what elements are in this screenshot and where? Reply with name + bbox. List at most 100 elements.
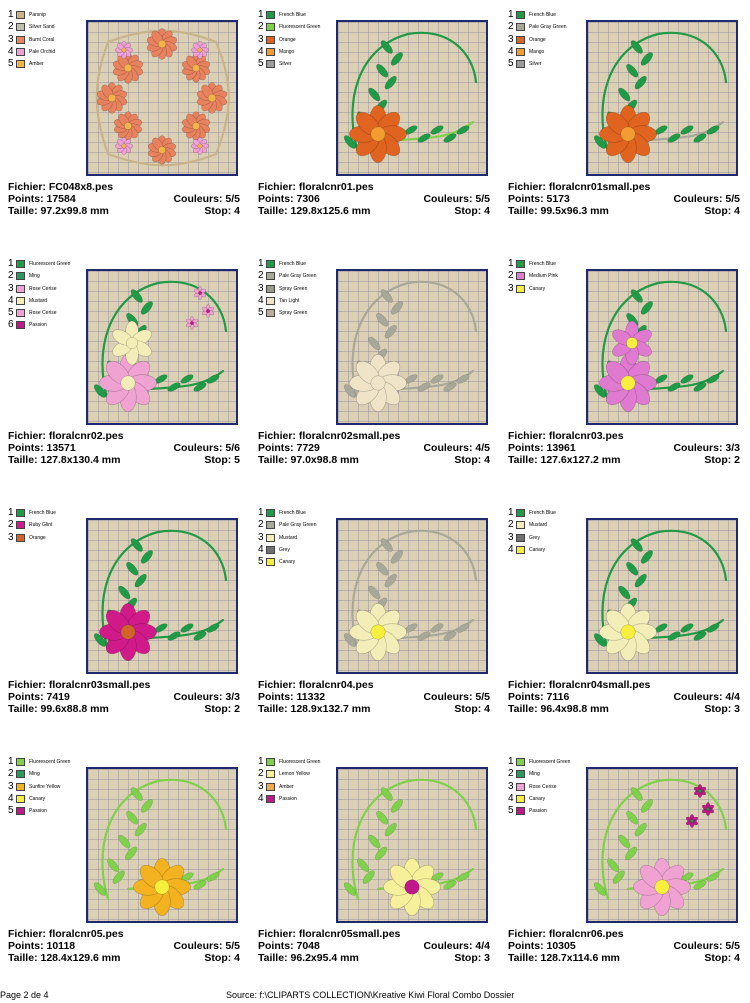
leaf-motif [634, 573, 647, 588]
leaf-motif [456, 872, 470, 882]
leaf-motif [93, 882, 107, 896]
size-label: Taille: [258, 205, 291, 217]
color-swatch [16, 260, 25, 268]
thread-name: Rose Cerise [29, 285, 57, 292]
leaf-motif [362, 870, 375, 884]
leaf-motif [593, 882, 607, 896]
leaf-motif [343, 633, 357, 647]
source-path: Source: f:\CLIPARTS COLLECTION\Kreative … [226, 990, 515, 1000]
color-swatch [16, 807, 25, 816]
thread-number: 3 [508, 780, 514, 792]
leaf-motif [384, 75, 397, 90]
stop-value: 5 [234, 454, 240, 466]
thread-number: 1 [258, 756, 264, 767]
colors-label: Couleurs: [673, 940, 726, 952]
leaf-motif [193, 631, 207, 641]
color-swatch [16, 309, 25, 318]
vine-motif [601, 280, 728, 403]
leaf-motif [130, 289, 143, 303]
size-value: 127.8x130.4 mm [40, 454, 121, 466]
leaf-motif [456, 125, 470, 135]
thread-color-item: 3 Mustard [258, 531, 336, 543]
points-value: 7419 [46, 691, 70, 703]
size-value: 127.6x127.2 mm [540, 454, 621, 466]
design-info: Fichier: floralcnr02.pes Points: 13571 Cou… [8, 430, 240, 466]
color-swatch [266, 770, 275, 779]
design-info: Fichier: floralcnr04.pes Points: 11332 Cou… [258, 679, 490, 715]
thread-color-item: 3 Spray Green [258, 283, 336, 294]
thread-number: 1 [8, 507, 14, 518]
colors-label: Couleurs: [673, 691, 726, 703]
thread-number: 3 [258, 531, 264, 543]
embroidery-artwork [95, 28, 230, 167]
leaf-motif [706, 374, 720, 384]
points-label: Points: [258, 442, 297, 454]
size-label: Taille: [508, 952, 541, 964]
thread-name: Pale Gray Green [279, 273, 317, 280]
file-name: floralcnr02small.pes [298, 430, 401, 442]
leaf-motif [380, 538, 393, 552]
design-info: Fichier: floralcnr06.pes Points: 10305 Cou… [508, 928, 740, 964]
color-swatch [266, 35, 275, 44]
thread-name: French Blue [529, 510, 556, 516]
thread-color-item: 4 Canary [508, 793, 586, 804]
file-name: floralcnr03small.pes [48, 679, 151, 691]
leaf-motif [417, 631, 431, 641]
leaf-motif [390, 301, 403, 315]
flower-motif [114, 40, 134, 60]
colors-value: 5/6 [225, 442, 240, 454]
leaf-motif [443, 631, 457, 641]
color-swatch [16, 509, 25, 517]
file-label: Fichier: [508, 928, 549, 940]
size-value: 128.4x129.6 mm [40, 952, 121, 964]
embroidery-artwork [93, 529, 228, 661]
leaf-motif [593, 633, 607, 647]
thread-number: 2 [258, 768, 264, 780]
color-swatch [16, 296, 25, 305]
thread-color-item: 4 Canary [508, 544, 586, 555]
points-value: 7729 [296, 442, 320, 454]
flower-motif [181, 111, 211, 141]
color-swatch [266, 309, 275, 318]
leaf-motif [618, 87, 631, 102]
color-swatch [516, 521, 525, 530]
thread-color-legend: 1 French Blue 2 Medium Pink 3 Canary [508, 259, 586, 296]
color-swatch [516, 770, 525, 779]
points-value: 13961 [546, 442, 576, 454]
leaf-motif [134, 573, 147, 588]
points-value: 10305 [546, 940, 576, 952]
colors-label: Couleurs: [173, 691, 226, 703]
flower-motif [599, 603, 657, 661]
file-name: floralcnr01.pes [298, 181, 374, 193]
leaf-motif [630, 40, 643, 54]
size-label: Taille: [508, 454, 541, 466]
embroidery-preview [586, 20, 738, 176]
vine-motif [351, 529, 478, 652]
colors-value: 3/3 [725, 442, 740, 454]
thread-color-item: 1 French Blue [508, 10, 586, 20]
vine-motif [351, 778, 478, 901]
embroidery-preview [586, 767, 738, 923]
design-card: 1 Fluorescent Green 2 Ming 3 Rose Cerise 4 Must… [8, 259, 248, 504]
stop-value: 4 [734, 952, 740, 964]
color-swatch [516, 60, 525, 69]
flower-motif [701, 802, 715, 816]
design-info: Fichier: floralcnr04small.pes Points: 711… [508, 679, 740, 715]
thread-color-legend: 1 French Blue 2 Mustard 3 Grey 4 Canary [508, 508, 586, 557]
thread-number: 5 [8, 805, 14, 817]
design-card: 1 Fluorescent Green 2 Ming 3 Rose Cerise 4 Cana… [508, 757, 748, 1002]
flower-motif [185, 316, 199, 330]
size-label: Taille: [258, 952, 291, 964]
color-swatch [16, 758, 25, 766]
thread-color-item: 4 Mustard [8, 295, 86, 306]
thread-name: Passion [279, 795, 297, 802]
thread-color-item: 4 Mango [258, 46, 336, 57]
embroidery-artwork [343, 778, 478, 916]
color-swatch [16, 284, 25, 293]
thread-name: Sunfire Yellow [29, 783, 61, 790]
thread-name: Grey [529, 534, 540, 541]
size-value: 97.2x99.8 mm [40, 205, 109, 217]
leaf-motif [343, 882, 357, 896]
file-name: floralcnr04.pes [298, 679, 374, 691]
file-name: floralcnr06.pes [548, 928, 624, 940]
